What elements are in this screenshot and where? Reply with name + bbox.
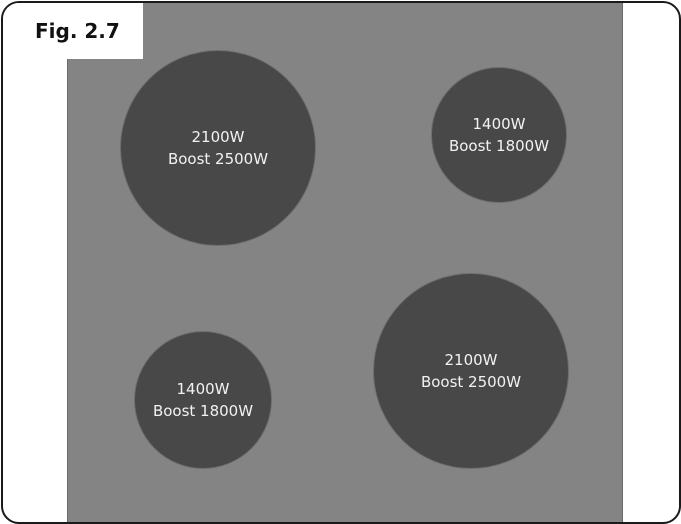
cooking-zone-top-right: 1400W Boost 1800W — [431, 67, 567, 203]
zone-boost-label: Boost 2500W — [167, 150, 269, 168]
zone-power-label: 1400W — [176, 380, 230, 398]
zone-power-label: 2100W — [444, 351, 498, 369]
cooking-zone-top-left: 2100W Boost 2500W — [120, 50, 316, 246]
zone-power-label: 2100W — [191, 128, 245, 146]
zone-boost-label: Boost 2500W — [420, 373, 522, 391]
zone-power-label: 1400W — [472, 115, 526, 133]
cooking-zone-bottom-left: 1400W Boost 1800W — [134, 331, 272, 469]
figure-label: Fig. 2.7 — [3, 3, 143, 59]
cooking-zone-bottom-right: 2100W Boost 2500W — [373, 273, 569, 469]
zone-boost-label: Boost 1800W — [152, 402, 254, 420]
zone-boost-label: Boost 1800W — [448, 137, 550, 155]
